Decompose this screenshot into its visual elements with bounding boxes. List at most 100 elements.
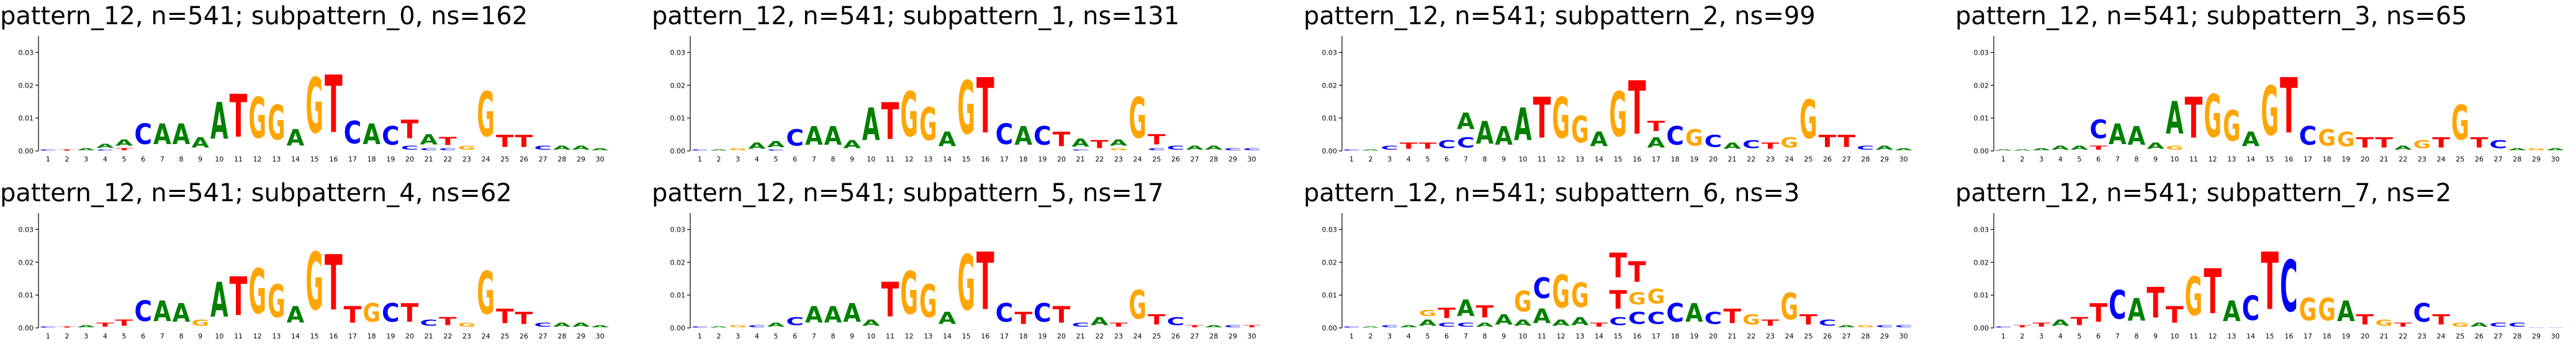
y-tick-label: 0.00 xyxy=(670,324,686,332)
x-tick-label: 29 xyxy=(1880,332,1889,340)
x-tick-label: 22 xyxy=(1095,332,1104,340)
x-tick-label: 5 xyxy=(1426,155,1430,163)
logo-letter: C xyxy=(1628,308,1646,327)
logo-letter: A xyxy=(1110,138,1128,148)
x-tick-label: 2 xyxy=(65,332,70,340)
logo-letter: A xyxy=(843,138,861,151)
logo-letter: A xyxy=(1400,325,1418,328)
logo-letter: G xyxy=(191,318,209,328)
logo-letter: A xyxy=(1205,325,1223,328)
x-tick-label: 10 xyxy=(1518,155,1527,163)
x-tick-label: 15 xyxy=(310,155,319,163)
x-tick-label: 30 xyxy=(2551,332,2560,340)
x-tick-label: 6 xyxy=(793,155,797,163)
x-tick-label: 17 xyxy=(348,155,357,163)
y-tick-label: 0.03 xyxy=(670,48,686,57)
x-tick-label: 14 xyxy=(291,332,300,340)
logo-letter: A xyxy=(287,125,305,151)
logo-letter: T xyxy=(1053,128,1071,151)
x-tick-label: 27 xyxy=(1191,155,1199,163)
x-tick-label: 9 xyxy=(1502,155,1506,163)
x-tick-label: 9 xyxy=(198,332,202,340)
x-tick-label: 1 xyxy=(46,155,50,163)
x-tick-label: 30 xyxy=(1248,332,1256,340)
logo-letter: G xyxy=(477,260,495,328)
logo-letter: C xyxy=(786,125,804,151)
x-tick-label: 19 xyxy=(386,155,395,163)
logo-letter: G xyxy=(919,276,937,328)
x-tick-label: 22 xyxy=(443,332,452,340)
logo-letter: G xyxy=(900,260,918,328)
logo-panel-1: pattern_12, n=541; subpattern_1, ns=131 … xyxy=(652,0,1279,177)
x-tick-label: 20 xyxy=(2361,155,2369,163)
logo-letter: T xyxy=(1533,86,1551,151)
logo-letter: C xyxy=(2280,247,2298,328)
logo-letter: C xyxy=(2489,138,2507,152)
logo-letter: G xyxy=(2451,96,2469,152)
logo-letter: A xyxy=(1362,149,1380,151)
logo-panel-4: pattern_12, n=541; subpattern_4, ns=62 0… xyxy=(0,177,627,354)
logo-letter: G xyxy=(1571,276,1589,315)
logo-letter: A xyxy=(805,122,823,152)
y-tick-label: 0.00 xyxy=(670,147,686,155)
logo-letter: T xyxy=(1438,305,1456,321)
x-tick-label: 28 xyxy=(1209,155,1218,163)
x-tick-label: 17 xyxy=(2304,332,2312,340)
logo-letter: C xyxy=(2242,289,2260,329)
x-tick-label: 12 xyxy=(2209,332,2217,340)
x-tick-label: 28 xyxy=(1861,155,1870,163)
y-tick-label: 0.03 xyxy=(1974,225,1989,234)
logo-letter: C xyxy=(1034,299,1052,329)
y-tick-label: 0.03 xyxy=(1974,48,1989,57)
logo-letter: T xyxy=(976,62,994,151)
x-tick-label: 20 xyxy=(1057,155,1066,163)
logo-letter: C xyxy=(1666,299,1684,329)
x-tick-label: 10 xyxy=(215,332,223,340)
x-tick-label: 11 xyxy=(886,155,894,163)
logo-letter: C xyxy=(1438,138,1456,152)
x-tick-label: 27 xyxy=(1191,332,1199,340)
logo-letter: C xyxy=(1609,315,1627,329)
logo-panel-3: pattern_12, n=541; subpattern_3, ns=65 0… xyxy=(1955,0,2576,177)
logo-letter: T xyxy=(1628,256,1646,289)
y-tick-label: 0.01 xyxy=(1974,291,1989,299)
x-tick-label: 9 xyxy=(2153,332,2158,340)
x-tick-label: 18 xyxy=(1019,332,1028,340)
x-tick-label: 23 xyxy=(462,155,471,163)
x-tick-label: 21 xyxy=(1076,332,1085,340)
logo-letter: A xyxy=(420,132,438,148)
sequence-logo-chart: 0.000.010.020.03C1T2T3A4T5T6C7A8T9T10G11… xyxy=(1974,213,2564,340)
x-tick-label: 12 xyxy=(2209,155,2217,163)
logo-letter: A xyxy=(2128,293,2146,329)
sequence-logo-chart: 0.000.010.020.03C1T2A3T4T5C6A7A8G9A10T11… xyxy=(19,213,610,340)
logo-letter: A xyxy=(173,299,191,329)
x-tick-label: 12 xyxy=(253,155,262,163)
y-tick-label: 0.02 xyxy=(19,81,34,89)
logo-letter: A xyxy=(1894,148,1912,151)
logo-letter: T xyxy=(1110,322,1128,328)
x-tick-label: 26 xyxy=(2475,332,2484,340)
logo-letter: T xyxy=(1053,302,1071,328)
x-tick-label: 28 xyxy=(2513,155,2521,163)
logo-letter: A xyxy=(173,119,191,151)
x-tick-label: 12 xyxy=(1557,155,1565,163)
logo-letter: A xyxy=(1362,326,1380,328)
x-tick-label: 17 xyxy=(2304,155,2312,163)
x-tick-label: 7 xyxy=(2115,155,2120,163)
logo-letter: T xyxy=(1400,142,1418,152)
x-tick-label: 24 xyxy=(1133,155,1142,163)
logo-letter: A xyxy=(1495,312,1513,329)
logo-letter: T xyxy=(2432,135,2450,151)
logo-letter: A xyxy=(1476,116,1494,152)
logo-letter: G xyxy=(2337,128,2355,151)
logo-letter: C xyxy=(382,122,400,152)
logo-letter: A xyxy=(2470,322,2488,328)
x-tick-label: 26 xyxy=(1823,155,1832,163)
logo-letter: T xyxy=(2185,86,2203,151)
y-tick-label: 0.02 xyxy=(670,258,686,266)
x-tick-label: 4 xyxy=(755,155,759,163)
logo-letter: G xyxy=(2261,72,2279,151)
logo-letter: A xyxy=(1457,295,1475,321)
logo-letter: A xyxy=(77,325,95,328)
y-tick-label: 0.01 xyxy=(1322,291,1338,299)
